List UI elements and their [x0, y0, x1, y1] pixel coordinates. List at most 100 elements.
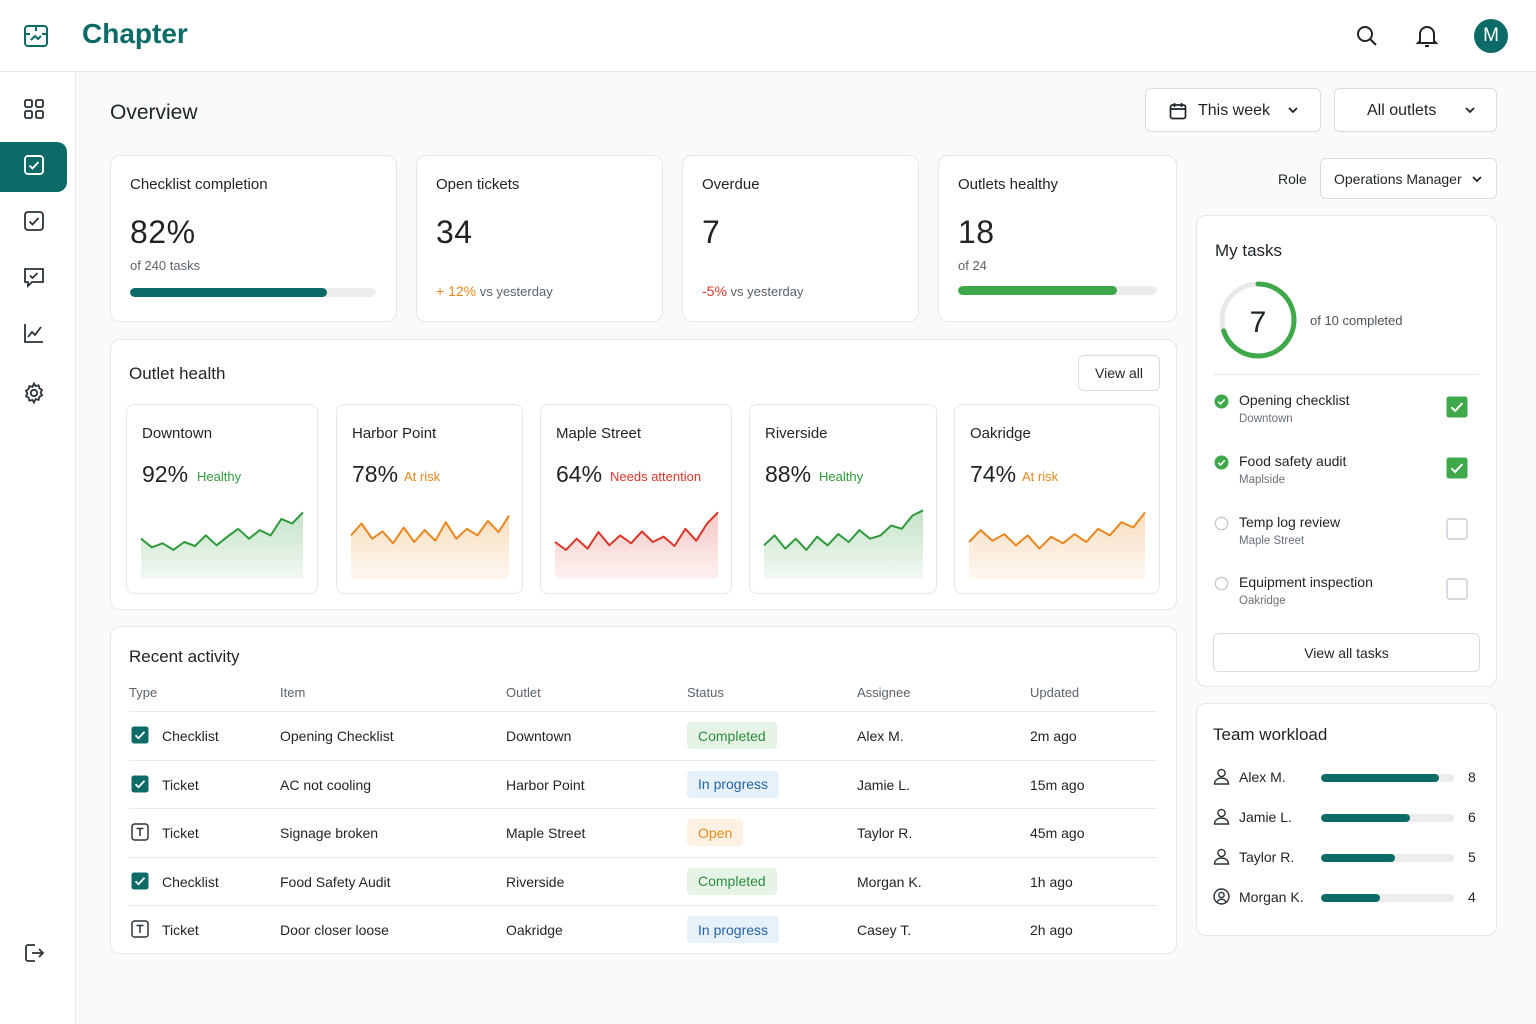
- outlets-dropdown[interactable]: All outlets: [1334, 88, 1497, 132]
- outlet-status: At risk: [1022, 469, 1059, 484]
- user-icon: [1213, 888, 1230, 908]
- role-dropdown[interactable]: Operations Manager: [1320, 158, 1497, 199]
- view-all-label: View all: [1095, 365, 1143, 381]
- member-name: Taylor R.: [1239, 849, 1295, 865]
- table-row[interactable]: Checklist Opening Checklist Downtown Comple…: [129, 711, 1157, 759]
- column-header: Outlet: [506, 685, 541, 700]
- kpi-title: Overdue: [702, 176, 760, 193]
- sparkline-line: [350, 515, 510, 545]
- section-title: My tasks: [1215, 241, 1283, 260]
- team-workload-panel: Team workload Alex M. 8 Jamie L. 6 Taylor R.…: [1196, 703, 1497, 936]
- row-assignee: Casey T.: [857, 922, 912, 938]
- status-badge: Completed: [687, 722, 777, 749]
- nav-tasks[interactable]: [0, 198, 67, 248]
- progress-fill: [130, 288, 327, 297]
- kpi-delta-row: + 12% vs yesterday: [436, 283, 553, 299]
- row-outlet: Harbor Point: [506, 776, 585, 793]
- outlet-score: 78%: [352, 461, 399, 487]
- task-outlet: Maplside: [1239, 474, 1286, 486]
- workload-bar: [1321, 774, 1454, 782]
- nav-reports[interactable]: [0, 310, 67, 360]
- table-row[interactable]: Ticket AC not cooling Harbor Point In progr…: [129, 759, 1157, 808]
- completed-count: 7: [1249, 306, 1267, 339]
- outlet-status: At risk: [404, 469, 441, 484]
- line-chart-icon: [22, 321, 46, 350]
- outlet-card-riverside[interactable]: Riverside 88% Healthy: [749, 404, 937, 594]
- chevron-down-icon: [1463, 103, 1477, 122]
- ring-fill: [1219, 281, 1297, 359]
- workload-bar-fill: [1321, 814, 1410, 822]
- period-dropdown[interactable]: This week: [1145, 88, 1321, 132]
- task-item[interactable]: Opening checklist Downtown: [1213, 392, 1481, 442]
- row-assignee: Alex M.: [857, 728, 904, 744]
- task-item[interactable]: Temp log review Maple Street: [1213, 514, 1481, 564]
- row-item[interactable]: Opening Checklist: [280, 728, 394, 744]
- gear-icon: [22, 381, 46, 410]
- task-name: Equipment inspection: [1239, 574, 1373, 590]
- checkbox-icon: [22, 209, 46, 238]
- task-outlet: Downtown: [1239, 413, 1293, 425]
- task-checkbox[interactable]: [1446, 578, 1468, 605]
- workload-row: Morgan K. 4: [1213, 888, 1479, 910]
- workload-bar-fill: [1321, 854, 1395, 862]
- table-row[interactable]: Checklist Food Safety Audit Riverside Compl…: [129, 856, 1157, 905]
- kpi-value: 7: [702, 214, 721, 250]
- row-assignee: Taylor R.: [857, 825, 913, 841]
- row-item[interactable]: Signage broken: [280, 825, 379, 841]
- sparkline-area: [141, 512, 303, 579]
- chevron-down-icon: [1470, 172, 1484, 189]
- nav-audits[interactable]: [0, 254, 67, 304]
- task-checkbox[interactable]: [1446, 518, 1468, 545]
- logout-icon: [22, 941, 46, 970]
- sparkline-chart: [350, 515, 510, 579]
- task-checkbox[interactable]: [1446, 457, 1468, 484]
- row-item[interactable]: Food Safety Audit: [280, 873, 391, 890]
- nav-dashboard[interactable]: [0, 86, 67, 136]
- chevron-down-icon: [1286, 103, 1300, 122]
- row-item[interactable]: Door closer loose: [280, 922, 389, 938]
- kpi-delta: -5%: [702, 283, 727, 299]
- nav-logout[interactable]: [0, 930, 67, 980]
- sparkline-chart: [763, 509, 924, 579]
- workload-bar-fill: [1321, 774, 1440, 782]
- chat-check-icon: [22, 265, 46, 294]
- kpi-value: 34: [436, 214, 473, 250]
- task-checkbox[interactable]: [1446, 396, 1468, 423]
- kpi-title: Outlets healthy: [958, 176, 1059, 193]
- outlet-card-oakridge[interactable]: Oakridge 74% At risk: [954, 404, 1160, 594]
- task-item[interactable]: Food safety audit Maplside: [1213, 453, 1481, 503]
- role-value: Operations Manager: [1334, 171, 1462, 187]
- table-row[interactable]: Ticket Signage broken Maple Street Open Tayl…: [129, 808, 1157, 856]
- sparkline-line: [968, 511, 1146, 550]
- sparkline-area: [555, 512, 718, 579]
- nav-settings[interactable]: [0, 370, 67, 420]
- kpi-title: Open tickets: [436, 176, 520, 193]
- view-all-button[interactable]: View all: [1078, 355, 1160, 391]
- user-icon: [1213, 768, 1230, 788]
- view-all-tasks-button[interactable]: View all tasks: [1213, 633, 1480, 672]
- checkbox-icon: [131, 726, 149, 747]
- nav-checklists[interactable]: [0, 142, 67, 192]
- completed-label: of 10 completed: [1310, 313, 1403, 328]
- kpi-subtitle: of 24: [958, 258, 987, 273]
- outlet-card-maple-street[interactable]: Maple Street 64% Needs attention: [540, 404, 732, 594]
- status-badge: In progress: [687, 770, 780, 798]
- outlet-score: 64%: [556, 461, 603, 487]
- outlet-card-harbor-point[interactable]: Harbor Point 78% At risk: [336, 404, 523, 594]
- user-icon: [1213, 848, 1230, 868]
- bell-icon[interactable]: [1415, 23, 1439, 49]
- status-badge: In progress: [687, 916, 780, 943]
- table-row[interactable]: Ticket Door closer loose Oakridge In progre…: [129, 905, 1157, 953]
- workload-bar: [1321, 854, 1454, 862]
- calendar-icon: [1168, 101, 1188, 126]
- checkbox-icon: [131, 775, 149, 796]
- search-icon[interactable]: [1355, 24, 1379, 48]
- row-item[interactable]: AC not cooling: [280, 776, 372, 793]
- recent-activity-panel: Recent activity Type Item Outlet Status …: [110, 626, 1177, 954]
- outlet-card-downtown[interactable]: Downtown 92% Healthy: [126, 404, 318, 594]
- kpi-open-tickets: Open tickets 34 + 12% vs yesterday: [416, 155, 663, 322]
- row-outlet: Riverside: [506, 873, 565, 890]
- column-header: Assignee: [857, 685, 911, 700]
- task-item[interactable]: Equipment inspection Oakridge: [1213, 574, 1481, 624]
- avatar[interactable]: M: [1474, 19, 1508, 53]
